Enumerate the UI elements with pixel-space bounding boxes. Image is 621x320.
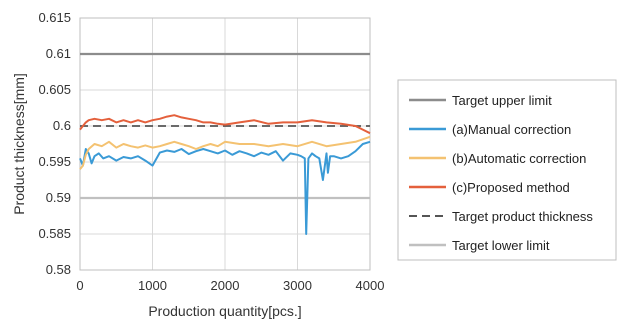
legend-label: (a)Manual correction	[452, 122, 571, 137]
y-tick-label: 0.605	[38, 82, 71, 97]
legend-label: Target upper limit	[452, 93, 552, 108]
x-tick-label: 3000	[283, 278, 312, 293]
y-tick-label: 0.595	[38, 154, 71, 169]
series-lines	[79, 52, 371, 235]
y-axis-title: Product thickness[mm]	[11, 73, 27, 215]
x-axis-title: Production quantity[pcs.]	[148, 303, 301, 319]
legend-label: Target lower limit	[452, 238, 550, 253]
series-line-1	[79, 140, 371, 235]
y-tick-label: 0.615	[38, 10, 71, 25]
plot-area-frame	[79, 17, 371, 271]
y-tick-label: 0.58	[46, 262, 71, 277]
series-line-3	[79, 114, 371, 135]
y-tick-label: 0.59	[46, 190, 71, 205]
legend-label: Target product thickness	[452, 209, 593, 224]
x-tick-label: 2000	[211, 278, 240, 293]
legend: Target upper limit (a)Manual correction (b…	[397, 79, 617, 261]
x-tick-label: 1000	[138, 278, 167, 293]
y-tick-label: 0.61	[46, 46, 71, 61]
axis-tick-labels: 0.58 0.585 0.59 0.595 0.6 0.605 0.61 0.615 0 1000…	[38, 10, 384, 293]
x-tick-label: 0	[76, 278, 83, 293]
legend-label: (c)Proposed method	[452, 180, 570, 195]
y-tick-label: 0.6	[53, 118, 71, 133]
legend-label: (b)Automatic correction	[452, 151, 586, 166]
x-tick-label: 4000	[356, 278, 385, 293]
y-tick-label: 0.585	[38, 226, 71, 241]
series-line-2	[79, 135, 371, 170]
legend-box	[397, 79, 617, 261]
